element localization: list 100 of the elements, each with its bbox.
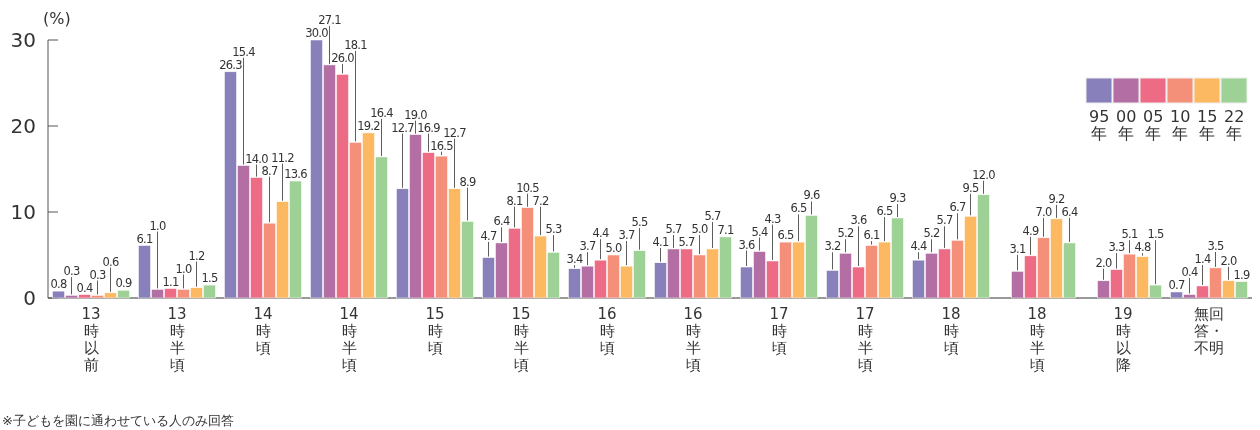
x-tick-label: 18時半頃 (1027, 305, 1047, 374)
x-tick-label: 16時頃 (597, 305, 617, 357)
data-label: 14.0 (245, 151, 269, 166)
x-tick-label: 14時半頃 (339, 305, 359, 374)
data-label: 1.0 (149, 218, 166, 233)
data-label: 8.1 (506, 193, 523, 208)
data-label: 5.0 (691, 221, 708, 236)
data-label: 6.5 (790, 201, 807, 216)
data-label: 3.4 (566, 252, 583, 267)
data-label: 7.1 (717, 222, 734, 237)
data-label: 5.2 (923, 226, 940, 241)
data-label: 3.2 (824, 239, 841, 254)
data-label: 9.2 (1048, 191, 1065, 206)
data-label: 12.7 (391, 120, 415, 135)
data-label: 5.4 (751, 224, 768, 239)
data-label: 5.1 (1121, 227, 1138, 242)
data-label: 5.2 (837, 226, 854, 241)
data-label: 4.3 (764, 211, 781, 226)
data-label: 0.7 (1168, 277, 1185, 292)
data-label: 1.9 (1233, 267, 1250, 282)
data-label: 4.9 (1022, 223, 1039, 238)
data-label: 3.6 (850, 213, 867, 228)
legend-label: 10年 (1170, 107, 1191, 143)
x-tick-label: 15時半頃 (511, 305, 531, 374)
y-tick-label: 0 (23, 286, 36, 310)
data-label: 4.7 (480, 228, 497, 243)
legend-label: 22年 (1224, 107, 1245, 143)
data-label: 2.0 (1220, 253, 1237, 268)
text: ※子どもを園に通わせている人のみ回答 (2, 412, 234, 430)
data-label: 26.0 (331, 50, 355, 65)
data-label: 5.7 (704, 208, 721, 223)
data-label: 13.6 (284, 167, 308, 182)
data-label: 4.8 (1134, 240, 1151, 255)
data-label: 8.7 (261, 163, 278, 178)
legend-label: 95年 (1089, 107, 1110, 143)
data-label: 12.0 (972, 167, 996, 182)
data-label: 0.4 (76, 280, 93, 295)
y-axis-title: (%) (43, 9, 71, 28)
data-label: 2.0 (1095, 255, 1112, 270)
data-label: 5.3 (545, 222, 562, 237)
data-label: 4.1 (652, 234, 669, 249)
x-tick-label: 15時頃 (425, 305, 445, 357)
data-label: 5.0 (605, 241, 622, 255)
data-label: 6.5 (876, 204, 893, 219)
data-label: 26.3 (219, 57, 243, 72)
data-label: 6.7 (949, 200, 966, 215)
data-label: 9.6 (803, 188, 820, 203)
data-label: 9.3 (889, 191, 906, 206)
x-tick-label: 無回答・不明 (1194, 305, 1224, 357)
data-label: 0.6 (102, 254, 119, 269)
x-tick-label: 17時半頃 (855, 305, 875, 374)
data-label: 0.3 (63, 264, 80, 279)
data-label: 6.4 (1061, 204, 1078, 219)
data-label: 15.4 (232, 44, 256, 59)
data-label: 12.7 (443, 125, 467, 140)
data-label: 0.9 (115, 276, 132, 291)
data-label: 3.7 (579, 239, 596, 254)
data-label: 8.9 (459, 174, 476, 189)
data-label: 4.4 (592, 226, 609, 241)
data-label: 1.0 (175, 261, 192, 276)
data-label: 9.5 (962, 180, 979, 195)
data-label: 1.5 (201, 271, 218, 286)
x-tick-label: 14時頃 (253, 305, 273, 357)
data-label: 6.1 (863, 228, 880, 243)
data-label: 1.4 (1194, 251, 1211, 266)
data-label: 5.7 (936, 213, 953, 228)
data-label: 3.7 (618, 228, 635, 242)
data-label: 16.9 (417, 120, 441, 135)
data-label: 6.5 (777, 228, 794, 243)
data-label: 18.1 (344, 37, 368, 52)
y-tick-label: 30 (10, 28, 36, 52)
legend-label: 00年 (1116, 107, 1137, 143)
data-label: 0.8 (50, 277, 67, 292)
y-tick-label: 20 (10, 114, 36, 138)
y-tick-label: 10 (10, 200, 36, 224)
data-label: 11.2 (271, 150, 295, 165)
data-label: 1.1 (162, 274, 179, 289)
data-label: 27.1 (318, 13, 342, 27)
data-label: 6.4 (493, 214, 510, 229)
data-label: 4.4 (910, 239, 927, 254)
data-label: 5.5 (631, 215, 648, 229)
data-label: 3.5 (1207, 238, 1224, 253)
data-label: 30.0 (305, 26, 329, 40)
data-label: 16.4 (370, 105, 394, 120)
data-label: 3.6 (738, 237, 755, 252)
data-label: 1.5 (1147, 227, 1164, 242)
data-label: 7.2 (532, 193, 549, 208)
data-label: 16.5 (430, 138, 454, 153)
data-label: 3.3 (1108, 240, 1125, 255)
x-tick-label: 17時頃 (769, 305, 789, 357)
data-label: 7.0 (1035, 204, 1052, 219)
data-label: 0.4 (1181, 264, 1198, 279)
data-label: 1.2 (188, 248, 205, 263)
legend-label: 05年 (1143, 107, 1164, 143)
x-tick-label: 19時以降 (1113, 305, 1133, 374)
data-label: 0.3 (89, 267, 106, 282)
data-label: 10.5 (516, 180, 540, 195)
data-label: 6.1 (136, 231, 153, 246)
data-label: 5.7 (665, 221, 682, 236)
data-label: 19.2 (357, 118, 381, 133)
